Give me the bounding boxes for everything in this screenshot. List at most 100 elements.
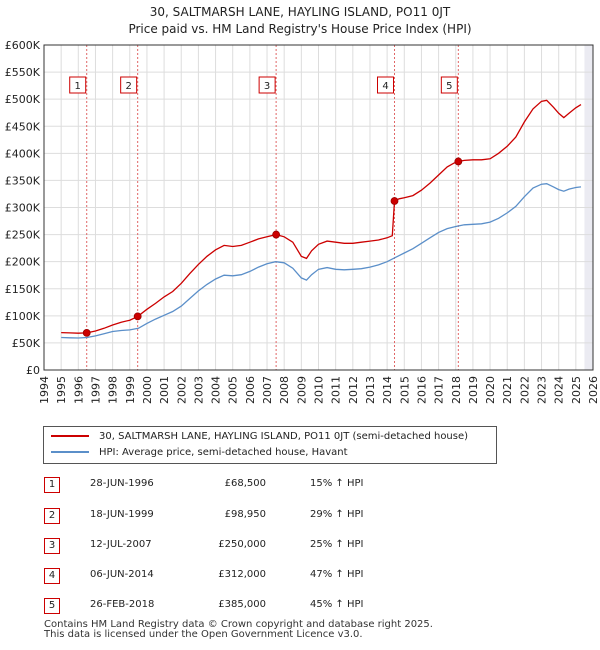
x-tick-label: 2003 <box>192 376 205 404</box>
sale-date: 06-JUN-2014 <box>90 569 154 580</box>
x-tick-label: 1998 <box>107 376 120 404</box>
y-tick-label: £100K <box>5 310 41 323</box>
sale-label-box <box>258 76 276 94</box>
chart-title: 30, SALTMARSH LANE, HAYLING ISLAND, PO11… <box>0 4 600 38</box>
sale-hpi-diff: 45% ↑ HPI <box>310 599 364 610</box>
price-paid-line <box>61 99 582 334</box>
price-chart: £0 £50K £100K £150K £200K £250K £300K £350K £400… <box>5 39 600 404</box>
y-tick-label: £600K <box>5 39 41 52</box>
sale-date: 12-JUL-2007 <box>90 539 152 550</box>
x-tick-label: 2020 <box>484 376 497 404</box>
y-tick-label: £250K <box>5 229 41 242</box>
sale-point <box>390 197 399 205</box>
sale-price: £98,950 <box>224 509 266 520</box>
sale-point <box>272 230 281 239</box>
x-tick-label: 2021 <box>501 376 514 404</box>
x-tick-label: 2009 <box>295 376 308 404</box>
y-tick-label: £50K <box>12 337 41 350</box>
x-tick-label: 2024 <box>553 376 566 404</box>
sale-label-number: 4 <box>382 81 388 92</box>
sale-price: £68,500 <box>224 478 266 489</box>
footer-line-1: Contains HM Land Registry data © Crown c… <box>44 619 433 630</box>
sale-number-badge: 3 <box>44 538 60 554</box>
x-tick-label: 1997 <box>89 376 102 404</box>
y-tick-label: £450K <box>5 120 41 133</box>
sale-hpi-diff: 47% ↑ HPI <box>310 569 364 580</box>
sale-label-box <box>120 76 138 94</box>
sale-price: £312,000 <box>218 569 266 580</box>
y-tick-label: £300K <box>5 202 41 215</box>
legend-item-property: 30, SALTMARSH LANE, HAYLING ISLAND, PO11… <box>51 430 468 444</box>
sale-number-badge: 1 <box>44 477 60 493</box>
legend-label-hpi: HPI: Average price, semi-detached house,… <box>99 447 348 458</box>
sale-label-number: 2 <box>125 81 131 92</box>
legend-swatch-property <box>51 435 89 437</box>
x-tick-label: 2006 <box>244 376 257 404</box>
y-tick-label: £350K <box>5 174 41 187</box>
sale-price: £385,000 <box>218 599 266 610</box>
sale-hpi-diff: 25% ↑ HPI <box>310 539 364 550</box>
table-row: 3 12-JUL-2007 £250,000 25% ↑ HPI <box>0 537 600 557</box>
x-tick-label: 2025 <box>570 376 583 404</box>
sale-point <box>133 312 142 321</box>
sale-hpi-diff: 29% ↑ HPI <box>310 509 364 520</box>
table-row: 5 26-FEB-2018 £385,000 45% ↑ HPI <box>0 597 600 617</box>
x-tick-label: 2007 <box>261 376 274 404</box>
hpi-line <box>61 183 582 339</box>
x-tick-label: 2005 <box>227 376 240 404</box>
y-tick-label: £150K <box>5 283 41 296</box>
x-tick-label: 2014 <box>381 376 394 404</box>
x-tick-label: 2011 <box>330 376 343 404</box>
y-tick-label: £0 <box>26 364 40 377</box>
legend-item-hpi: HPI: Average price, semi-detached house,… <box>51 446 348 460</box>
sale-date: 18-JUN-1999 <box>90 509 154 520</box>
sale-number-badge: 2 <box>44 508 60 524</box>
x-tick-label: 2016 <box>415 376 428 404</box>
x-tick-label: 2012 <box>347 376 360 404</box>
y-tick-label: £500K <box>5 93 41 106</box>
table-row: 1 28-JUN-1996 £68,500 15% ↑ HPI <box>0 476 600 496</box>
y-tick-label: £550K <box>5 66 41 79</box>
x-tick-label: 2019 <box>467 376 480 404</box>
x-tick-label: 2022 <box>518 376 531 404</box>
x-tick-label: 2023 <box>536 376 549 404</box>
x-tick-label: 2026 <box>587 376 600 404</box>
footer-line-2: This data is licensed under the Open Gov… <box>44 629 363 640</box>
sale-price: £250,000 <box>218 539 266 550</box>
y-tick-label: £200K <box>5 256 41 269</box>
x-tick-label: 2018 <box>450 376 463 404</box>
title-line-1: 30, SALTMARSH LANE, HAYLING ISLAND, PO11… <box>149 5 451 19</box>
plot-frame <box>43 44 594 371</box>
x-tick-label: 1996 <box>72 376 85 404</box>
title-line-2: Price paid vs. HM Land Registry's House … <box>128 22 472 36</box>
sale-point <box>82 328 91 337</box>
sale-date: 28-JUN-1996 <box>90 478 154 489</box>
sale-number-badge: 4 <box>44 568 60 584</box>
sale-label-number: 3 <box>264 81 270 92</box>
x-tick-label: 2010 <box>313 376 326 404</box>
sale-number-badge: 5 <box>44 598 60 614</box>
x-tick-label: 2004 <box>210 376 223 404</box>
x-tick-label: 2001 <box>158 376 171 404</box>
x-tick-label: 1994 <box>38 376 51 404</box>
chart-legend: 30, SALTMARSH LANE, HAYLING ISLAND, PO11… <box>43 426 497 464</box>
y-tick-label: £400K <box>5 147 41 160</box>
x-tick-label: 2013 <box>364 376 377 404</box>
sale-date: 26-FEB-2018 <box>90 599 155 610</box>
sale-label-box <box>440 76 458 94</box>
x-tick-label: 2002 <box>175 376 188 404</box>
x-tick-label: 2017 <box>433 376 446 404</box>
sale-label-box <box>69 76 87 94</box>
sale-point <box>454 157 463 166</box>
x-tick-label: 1999 <box>124 376 137 404</box>
legend-label-property: 30, SALTMARSH LANE, HAYLING ISLAND, PO11… <box>99 431 469 442</box>
sale-label-number: 5 <box>446 81 452 92</box>
x-tick-label: 2015 <box>398 376 411 404</box>
x-tick-label: 1995 <box>55 376 68 404</box>
table-row: 4 06-JUN-2014 £312,000 47% ↑ HPI <box>0 567 600 587</box>
legend-swatch-hpi <box>51 451 89 453</box>
x-tick-label: 2000 <box>141 376 154 404</box>
sale-label-box <box>377 76 395 94</box>
footer-notice: Contains HM Land Registry data © Crown c… <box>44 620 433 640</box>
x-tick-label: 2008 <box>278 376 291 404</box>
